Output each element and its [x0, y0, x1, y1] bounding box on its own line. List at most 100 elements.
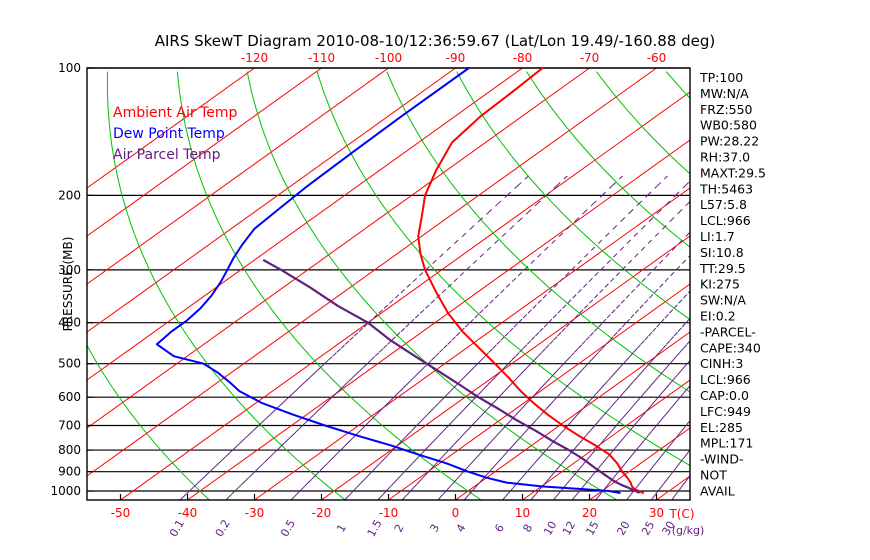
mixing-ratio-line [651, 380, 655, 385]
mixing-ratio-line [598, 465, 602, 468]
dry-adiabat-line [162, 451, 166, 456]
mixing-ratio-line [681, 427, 685, 431]
dry-adiabat-line [364, 299, 371, 307]
mixing-ratio-tick-label: 20 [614, 519, 632, 538]
dry-adiabat-line [109, 383, 114, 389]
index-el-285: EL:285 [700, 420, 743, 435]
mixing-ratio-line [220, 458, 224, 462]
mixing-ratio-line [574, 374, 579, 379]
mixing-ratio-line [312, 370, 318, 375]
dry-adiabat-line [401, 339, 407, 345]
dry-adiabat-line [161, 293, 166, 301]
index--wind-: -WIND- [700, 452, 744, 467]
mixing-ratio-line [320, 467, 324, 470]
dry-adiabat-line [336, 383, 342, 389]
mixing-ratio-line [296, 427, 301, 432]
dry-adiabat-line [369, 306, 376, 313]
index-th-5463: TH:5463 [699, 181, 753, 196]
mixing-ratio-line [593, 471, 596, 475]
mixing-ratio-line [222, 456, 226, 460]
mixing-ratio-line [472, 458, 476, 462]
mixing-ratio-line [574, 414, 578, 418]
mixing-ratio-line [685, 479, 688, 482]
mixing-ratio-line [412, 275, 420, 283]
mixing-ratio-line [489, 440, 493, 444]
dry-adiabat-line [246, 273, 252, 281]
mixing-ratio-line [556, 366, 561, 372]
mixing-ratio-line [685, 387, 689, 392]
dry-adiabat-line [311, 472, 316, 476]
dry-adiabat-line [91, 353, 95, 359]
dry-adiabat-line [459, 391, 465, 396]
mixing-ratio-line [436, 435, 440, 439]
dry-adiabat-line [99, 367, 103, 372]
mixing-ratio-line [607, 432, 611, 437]
mixing-ratio-line [539, 326, 545, 333]
mixing-ratio-line [613, 250, 621, 258]
mixing-ratio-line [611, 427, 615, 432]
mixing-ratio-line [538, 414, 542, 418]
mixing-ratio-line [620, 417, 624, 421]
mixing-ratio-line [686, 477, 689, 480]
mixing-ratio-line [569, 419, 573, 424]
mixing-ratio-line [665, 411, 669, 416]
index-wb0-580: WB0:580 [700, 118, 757, 133]
mixing-ratio-line [641, 220, 651, 230]
mixing-ratio-line [669, 335, 675, 341]
mixing-ratio-line [513, 414, 517, 418]
dry-adiabat-line [147, 434, 152, 439]
mixing-ratio-line [633, 422, 637, 426]
mixing-ratio-line [654, 228, 664, 237]
mixing-ratio-line [254, 469, 258, 473]
mixing-ratio-line [673, 302, 679, 309]
mixing-ratio-line [570, 351, 575, 357]
mixing-ratio-line [310, 477, 314, 481]
index-frz-550: FRZ:550 [700, 102, 753, 117]
mixing-ratio-line [485, 473, 488, 477]
dry-adiabat-line [639, 434, 645, 439]
dry-adiabat-line [576, 474, 581, 479]
mixing-ratio-line [501, 390, 506, 395]
mixing-ratio-line [244, 435, 249, 439]
dry-adiabat-line [671, 454, 677, 459]
mixing-ratio-line [508, 490, 511, 494]
mixing-ratio-line [598, 442, 602, 446]
mixing-ratio-line [548, 317, 554, 324]
mixing-ratio-line [642, 366, 647, 372]
mixing-ratio-line [639, 442, 643, 446]
mixing-ratio-line [604, 281, 611, 288]
mixing-ratio-line [455, 414, 460, 418]
mixing-ratio-line [545, 447, 549, 451]
mixing-ratio-line [615, 445, 618, 449]
mixing-ratio-line [626, 235, 635, 244]
mixing-ratio-line [415, 483, 418, 486]
mixing-ratio-line [567, 454, 571, 458]
dry-adiabat-line [285, 449, 290, 453]
mixing-ratio-line [492, 343, 498, 349]
mixing-ratio-line [285, 396, 290, 401]
mixing-ratio-line [291, 432, 295, 437]
mixing-ratio-line [327, 460, 331, 464]
isotherm-line [86, 67, 523, 381]
mixing-ratio-line [598, 387, 602, 392]
mixing-ratio-line [461, 471, 464, 475]
mixing-ratio-line [611, 175, 623, 187]
mixing-ratio-line [209, 469, 213, 473]
mixing-ratio-line [308, 479, 312, 482]
mixing-ratio-line [578, 467, 581, 470]
mixing-ratio-line [605, 339, 611, 345]
mixing-ratio-line [417, 481, 420, 484]
mixing-ratio-line [627, 496, 630, 499]
mixing-ratio-line [619, 393, 623, 398]
mixing-ratio-line [406, 467, 409, 470]
mixing-ratio-line [463, 374, 468, 379]
mixing-ratio-line [643, 390, 647, 395]
mixing-ratio-line [594, 351, 599, 357]
mixing-ratio-line [668, 380, 673, 385]
dry-adiabat-line [242, 405, 247, 410]
mixing-ratio-line [680, 367, 685, 372]
mixing-ratio-line [433, 437, 437, 441]
dry-adiabat-line [574, 391, 581, 396]
dry-adiabat-line [407, 446, 413, 450]
dry-adiabat-line [535, 362, 543, 368]
